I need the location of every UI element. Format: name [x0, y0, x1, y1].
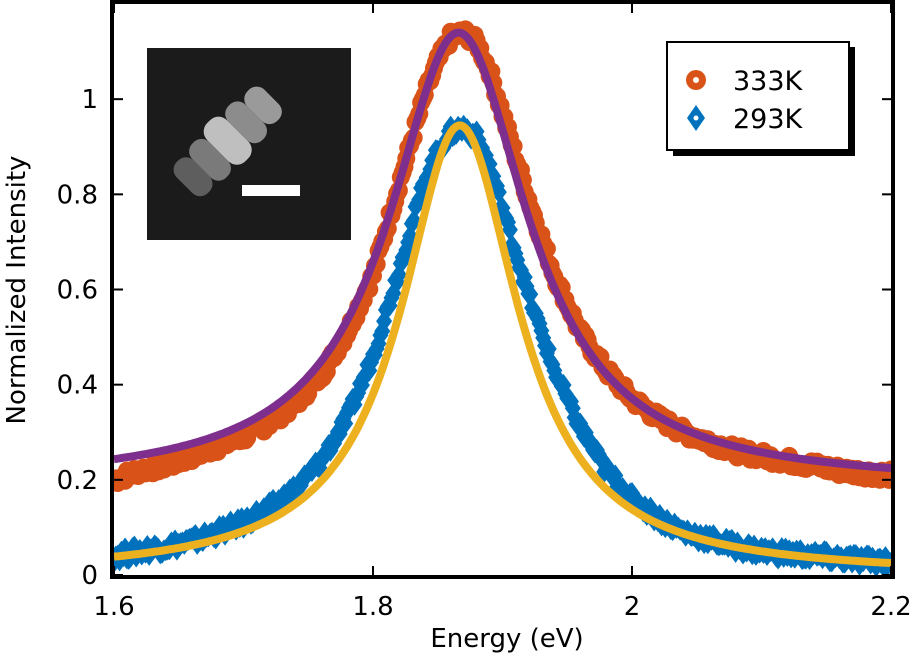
legend: 333K 293K [666, 41, 855, 156]
legend-label-333k: 333K [733, 66, 804, 97]
y-tick-label: 0.2 [57, 466, 98, 496]
y-tick-label: 0 [81, 561, 98, 591]
x-tick-label: 2.2 [870, 592, 911, 622]
nanorod-chain-icon [173, 86, 282, 197]
ticks-layer: 1.6 1.8 2 2.2 0 0.2 0.4 0.6 0.8 1 [57, 4, 912, 622]
x-tick-label: 1.8 [352, 592, 393, 622]
x-tick-label: 1.6 [93, 592, 134, 622]
fit-line-2 [114, 28, 891, 473]
legend-marker-333k [686, 70, 706, 90]
x-axis-title: Energy (eV) [430, 624, 583, 654]
data-point-293k [522, 283, 539, 306]
legend-label-293k: 293K [733, 104, 804, 135]
y-tick-label: 1 [81, 85, 98, 115]
y-tick-label: 0.8 [57, 180, 98, 210]
series-layer [114, 20, 891, 575]
y-tick-label: 0.6 [57, 276, 98, 306]
legend-marker-293k [687, 105, 705, 131]
data-point-293k [501, 218, 518, 241]
y-axis-title: Normalized Intensity [2, 156, 32, 425]
x-tick-label: 2 [624, 592, 641, 622]
y-tick-label: 0.4 [57, 371, 98, 401]
inset-sem-image [147, 48, 351, 240]
fit-line-3 [114, 121, 891, 568]
legend-box [666, 41, 850, 151]
scale-bar [242, 185, 300, 196]
